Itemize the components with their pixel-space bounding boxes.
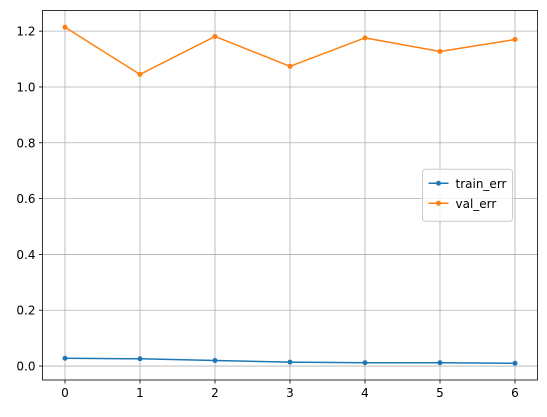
point [287, 63, 293, 69]
y-tick-label: 1.0 [16, 80, 35, 94]
y-tick-label: 0.6 [16, 192, 35, 206]
point [437, 360, 443, 366]
point [362, 35, 368, 41]
x-tick-label: 6 [511, 386, 519, 400]
x-tick-label: 4 [361, 386, 369, 400]
point [137, 71, 143, 77]
legend-box [422, 168, 513, 222]
point [212, 33, 218, 39]
legend-marker [436, 180, 441, 186]
axes-frame [42, 10, 538, 381]
x-tick-label: 0 [61, 386, 69, 400]
y-tick-label: 0.0 [16, 360, 35, 374]
legend-marker [436, 200, 441, 206]
x-tick-label: 2 [211, 386, 219, 400]
y-tick-label: 1.2 [16, 25, 35, 39]
x-tick-label: 3 [286, 386, 294, 400]
y-tick-label: 0.8 [16, 136, 35, 150]
point [62, 24, 68, 30]
y-tick-label: 0.2 [16, 304, 35, 318]
legend-label: val_err [456, 197, 497, 211]
y-tick-label: 0.4 [16, 248, 35, 262]
point [137, 356, 143, 362]
point [512, 37, 518, 43]
point [212, 357, 218, 363]
point [62, 355, 68, 361]
point [437, 49, 443, 55]
x-tick-label: 5 [436, 386, 444, 400]
point [287, 359, 293, 365]
x-tick-label: 1 [136, 386, 144, 400]
point [362, 360, 368, 366]
legend-label: train_err [456, 177, 507, 191]
point [512, 360, 518, 366]
